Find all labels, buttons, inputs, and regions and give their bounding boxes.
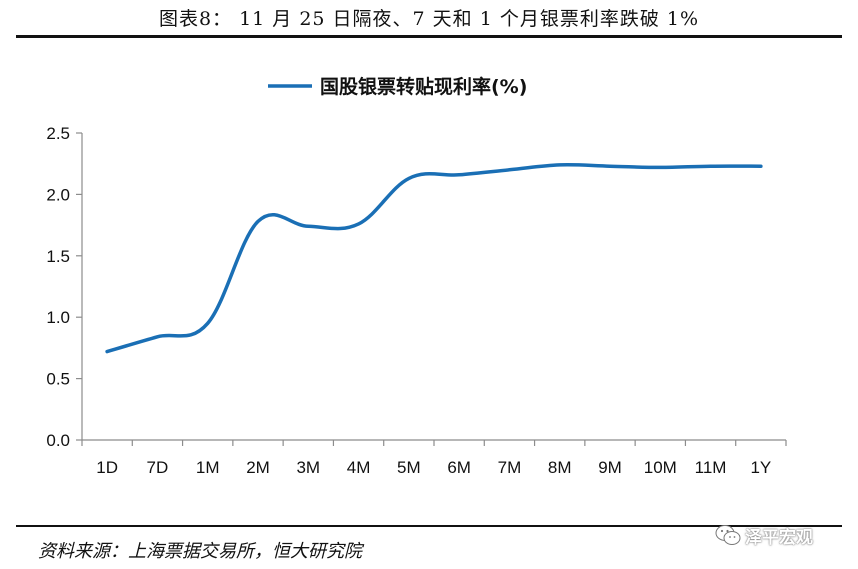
y-tick-label: 2.5 — [46, 124, 70, 143]
watermark-label: 泽平宏观 — [745, 527, 813, 548]
x-tick-label: 1D — [96, 458, 118, 477]
y-tick-label: 1.5 — [46, 247, 70, 266]
x-tick-label: 5M — [397, 458, 421, 477]
x-tick-label: 10M — [644, 458, 677, 477]
y-tick-label: 0.5 — [46, 370, 70, 389]
x-tick-label: 4M — [347, 458, 371, 477]
y-tick-label: 0.0 — [46, 431, 70, 450]
axes — [81, 133, 786, 441]
x-tick-label: 9M — [598, 458, 622, 477]
wechat-icon — [715, 525, 741, 545]
x-tick-label: 1M — [196, 458, 220, 477]
x-tick-label: 6M — [447, 458, 471, 477]
series-line-0 — [105, 163, 763, 354]
x-tick-label: 8M — [548, 458, 572, 477]
x-tick-label: 3M — [296, 458, 320, 477]
figure-caption: 图表8： 11 月 25 日隔夜、7 天和 1 个月银票利率跌破 1% — [158, 8, 700, 30]
watermark: 泽平宏观 — [715, 521, 813, 549]
bottom-rule — [16, 525, 842, 527]
x-tick-label: 2M — [246, 458, 270, 477]
x-tick-label: 7D — [147, 458, 169, 477]
line-chart: 国股银票转贴现利率(%) 0.0 0.5 1.0 1.5 2.0 2.5 1D 7D 1M 2M… — [46, 75, 787, 477]
y-tick-label: 2.0 — [46, 185, 70, 204]
legend: 国股银票转贴现利率(%) — [268, 75, 527, 98]
top-rule — [16, 35, 842, 38]
y-tick-label: 1.0 — [46, 308, 70, 327]
x-tick-label: 7M — [498, 458, 522, 477]
legend-label: 国股银票转贴现利率(%) — [320, 75, 527, 98]
x-tick-label: 11M — [695, 458, 727, 477]
x-tick-label: 1Y — [750, 458, 771, 477]
source-note: 资料来源：上海票据交易所，恒大研究院 — [38, 541, 362, 562]
